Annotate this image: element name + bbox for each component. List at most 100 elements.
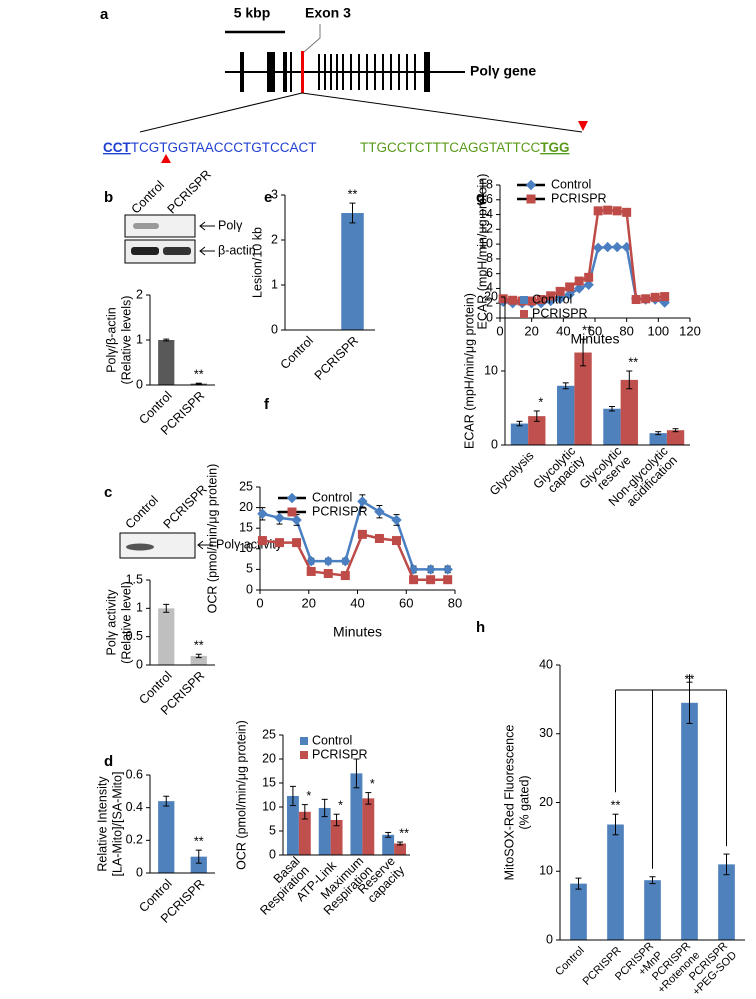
y-tick-label: 5 <box>246 562 253 576</box>
scale-label: 5 kbp <box>234 5 271 21</box>
guide-seq-2: TTGCCTCTTTCAGGTATTCCTGG <box>360 140 569 155</box>
legend-swatch <box>300 751 308 759</box>
y-tick-label: 0 <box>136 657 143 671</box>
y-tick-label: 18 <box>479 177 493 191</box>
x-tick-label: 20 <box>524 323 538 338</box>
y-tick-label: 25 <box>262 727 276 741</box>
bar <box>718 864 735 940</box>
point <box>555 286 565 296</box>
point <box>442 564 453 575</box>
bar <box>570 883 587 940</box>
y-tick-label: 8 <box>486 251 493 265</box>
y-tick-label: 6 <box>486 266 493 280</box>
blot-b: Control PCRISPR Polγ β-actin <box>124 167 256 264</box>
point <box>584 272 594 282</box>
point <box>641 294 651 304</box>
x-tick-label: 20 <box>302 595 316 610</box>
legend-marker <box>525 179 537 191</box>
y-tick-label: 15 <box>262 775 276 789</box>
y-axis-label: MitoSOX-Red Fluorescence <box>502 725 516 881</box>
significance: ** <box>582 323 592 337</box>
band <box>131 247 159 255</box>
pam: CCT <box>103 140 131 155</box>
y-tick-label: 20 <box>262 751 276 765</box>
x-tick-label: 100 <box>647 323 669 338</box>
arrow-head <box>199 221 206 231</box>
bar <box>666 430 685 445</box>
arrow-head <box>197 540 204 550</box>
x-tick-label: 80 <box>619 323 633 338</box>
y-tick-label: 0 <box>136 377 143 391</box>
y-tick-label: 14 <box>479 207 493 221</box>
point <box>611 241 623 253</box>
bar <box>603 408 621 445</box>
zoom-line <box>301 92 583 133</box>
point <box>603 205 613 215</box>
point <box>565 282 575 292</box>
bar <box>607 824 624 940</box>
point <box>257 536 267 546</box>
point <box>554 293 566 304</box>
bar <box>681 702 698 940</box>
bar <box>158 340 175 385</box>
exon-3 <box>301 51 304 93</box>
y-axis-label: (% gated) <box>517 775 531 829</box>
y-tick-label: 10 <box>479 236 493 250</box>
bar <box>298 811 311 855</box>
y-tick-label: 10 <box>239 541 253 555</box>
bar <box>620 379 638 445</box>
panel-label: g <box>476 189 485 206</box>
legend-swatch <box>520 296 528 304</box>
point <box>305 555 317 567</box>
y-axis-label: Lesion/10 kb <box>250 227 264 298</box>
y-tick-label: 0 <box>246 582 253 596</box>
x-tick-label: Control <box>553 945 587 979</box>
legend-swatch <box>300 737 308 745</box>
y-tick-label: 2 <box>271 232 278 246</box>
bar <box>644 880 661 940</box>
panel-label: h <box>476 619 485 636</box>
point <box>275 538 284 548</box>
significance: * <box>370 777 375 791</box>
y-axis-label: Polγ activity <box>104 589 118 656</box>
x-tick-label: 40 <box>350 595 364 610</box>
point <box>660 292 670 302</box>
y-tick-label: 25 <box>239 479 253 493</box>
legend-label: Control <box>551 177 591 191</box>
y-tick-label: 0.5 <box>126 629 143 643</box>
y-tick-label: 0 <box>136 865 143 879</box>
significance: * <box>538 395 543 409</box>
bar <box>190 856 207 873</box>
panel-label: c <box>104 484 112 501</box>
x-tick-label: 80 <box>448 595 462 610</box>
y-tick-label: 30 <box>539 726 553 740</box>
y-tick-label: 2 <box>486 296 493 310</box>
point <box>546 291 556 301</box>
y-axis-label: OCR (pmol/min/μg protein) <box>205 464 219 614</box>
bar <box>649 433 667 445</box>
y-axis-label: ECAR (mpH/min/μg protein) <box>462 293 476 449</box>
lane-label: PCRISPR <box>165 167 214 216</box>
point <box>306 566 316 576</box>
point <box>593 206 603 216</box>
point <box>425 564 436 575</box>
point <box>374 506 385 517</box>
y-tick-label: 1 <box>136 332 143 346</box>
legend-label: Control <box>532 292 572 306</box>
bar <box>528 416 546 445</box>
y-tick-label: 0.6 <box>126 767 143 781</box>
legend-label: Control <box>312 733 352 747</box>
legend-label: PCRISPR <box>532 306 588 320</box>
point <box>357 496 368 507</box>
y-tick-label: 0 <box>269 847 276 861</box>
significance: ** <box>194 639 204 653</box>
y-axis-label: Relative Intensity <box>95 776 109 872</box>
y-axis-label: Polγ/β-actin <box>104 307 118 373</box>
band <box>163 247 191 255</box>
x-tick-label: 60 <box>399 595 413 610</box>
point <box>508 295 518 305</box>
point <box>340 555 351 567</box>
